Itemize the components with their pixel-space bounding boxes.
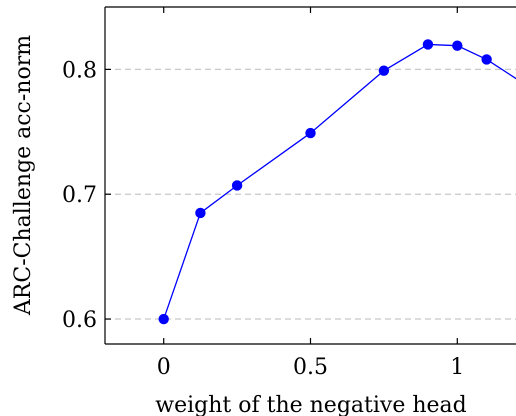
x-tick-label-2: 1 (450, 355, 464, 380)
data-point-0-2 (231, 180, 243, 191)
data-point-0-7 (481, 54, 492, 65)
gridlines (105, 68, 516, 320)
y-tick-label-2: 0.8 (62, 58, 97, 83)
axis-labels: weight of the negative head ARC-Challeng… (11, 35, 467, 416)
data-point-0-3 (305, 127, 316, 139)
data-point-0-0 (158, 313, 169, 325)
data-point-0-4 (378, 65, 390, 76)
x-tick-label-0: 0 (157, 355, 171, 380)
series-line-0 (163, 43, 516, 320)
axis-ticks: 0.6 0.7 0.8 0 0.5 1 (62, 7, 464, 380)
data-point-0-1 (195, 207, 206, 219)
x-axis-title: weight of the negative head (155, 393, 466, 416)
data-point-0-6 (452, 40, 463, 51)
y-axis-title: ARC-Challenge acc-norm (11, 35, 36, 316)
plot-frame (104, 6, 516, 345)
x-tick-label-1: 0.5 (293, 355, 328, 380)
y-tick-label-1: 0.7 (62, 183, 97, 208)
y-tick-label-0: 0.6 (62, 308, 97, 333)
data-series (158, 39, 516, 325)
data-point-0-5 (422, 39, 434, 50)
